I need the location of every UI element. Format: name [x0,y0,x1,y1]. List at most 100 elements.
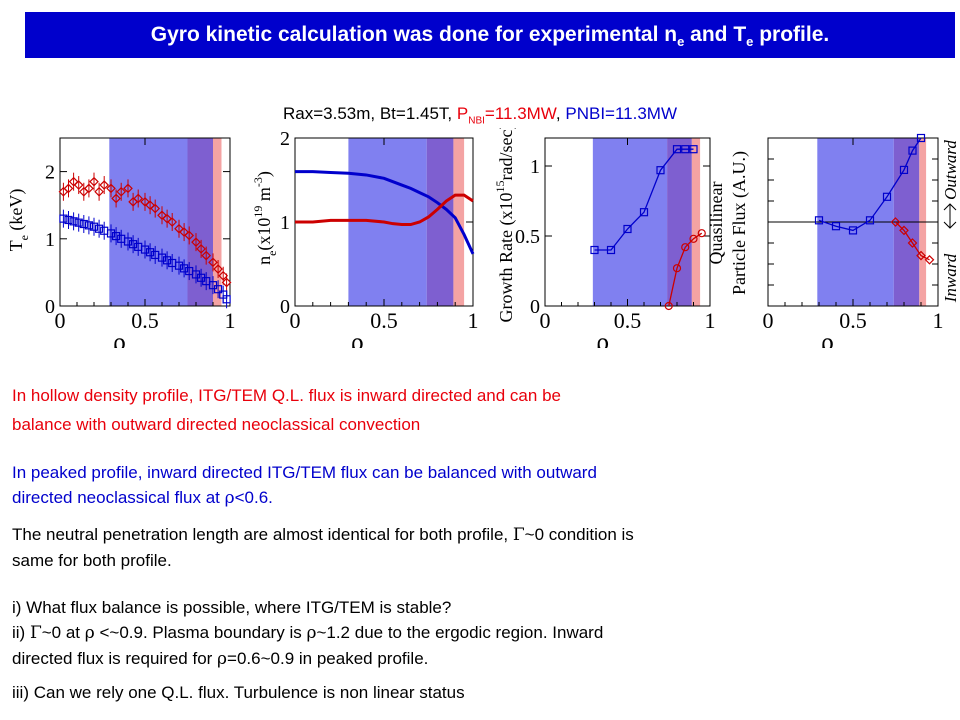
data-point [814,216,824,225]
data-point [79,219,88,229]
data-point [689,145,698,154]
paragraph-hollow: In hollow density profile, ITG/TEM Q.L. … [12,383,561,437]
data-point [606,245,616,255]
y-axis-label: Quasilinear [706,182,726,265]
data-point [63,183,74,194]
data-point [73,180,84,190]
y-axis-label: Growth Rate (x1015rad/sec) [493,128,517,322]
data-point [146,248,155,257]
title-banner: Gyro kinetic calculation was done for ex… [25,12,955,58]
title-part: Gyro kinetic calculation was done for ex… [150,23,678,46]
x-tick-label: 1 [933,308,944,333]
data-point [222,295,231,304]
x-axis-label: ρ [351,331,364,348]
data-point [899,225,909,236]
y-axis-label: ne(x1019 m-3) [251,171,279,265]
data-point [68,176,79,187]
y-tick-label: 2 [45,162,55,184]
x-tick-label: 0.5 [370,308,398,333]
title-part: and T [684,23,747,46]
data-point [174,261,184,270]
band-blue [109,138,188,306]
data-point [672,145,682,154]
data-point [111,193,121,204]
questions: i) What flux balance is possible, where … [12,595,603,705]
data-point [84,221,94,230]
double-arrow-icon [943,203,957,229]
y-tick-label: 0 [45,296,55,318]
x-tick-label: 0 [55,308,66,333]
data-point [590,245,599,255]
data-point [664,301,673,311]
band-purple [667,138,692,306]
data-point [201,250,212,261]
data-point [672,264,682,273]
data-point [123,183,133,194]
data-point [848,226,858,235]
parameters-line: Rax=3.53m, Bt=1.45T, PNBI=11.3MW, PNBI=1… [0,104,960,126]
y-tick-label: 0 [280,296,290,318]
data-point [89,176,99,187]
paragraph-line: In peaked profile, inward directed ITG/T… [12,463,597,482]
data-point [916,133,926,143]
paragraph-line: balance with outward directed neoclassic… [12,415,421,434]
data-point [129,240,138,249]
chart-4: 0 0.5 1 ρ [763,133,944,348]
data-point [145,200,155,211]
y-tick-label: 0.5 [515,226,540,248]
data-point [150,203,161,214]
data-point [157,253,167,262]
data-point [639,208,649,217]
data-point [162,213,172,224]
data-point [865,216,875,225]
outward-label: Outward [941,140,960,200]
data-point [218,270,229,281]
data-point [94,186,104,197]
chart-2: 0 0.5 1 ρ 0 1 2 [280,128,479,348]
data-point [99,180,110,190]
data-point [831,222,841,231]
x-tick-label: 1 [225,308,236,333]
inward-label: Inward [941,253,960,303]
data-point [89,222,99,231]
band-purple [426,138,454,306]
data-point [681,145,690,154]
data-point [163,256,172,265]
data-point [916,250,926,261]
data-point [74,218,83,227]
title-sub: e [746,34,754,50]
x-tick-label: 0 [290,308,301,333]
x-tick-label: 0 [540,308,551,333]
data-point [174,223,184,234]
chart-1: 0 0.5 1 ρ 0 1 2 [45,137,236,348]
data-point [69,217,78,226]
data-point [106,229,116,238]
data-point [208,257,218,268]
series-line [295,193,474,227]
data-point [191,237,201,248]
paragraph-line: same for both profile. [12,551,172,570]
series-line [295,170,475,255]
question-2-cont: directed flux is required for ρ=0.6~0.9 … [12,649,429,669]
data-point [167,217,178,227]
x-tick-label: 0.5 [839,308,867,333]
paragraph-neutral: The neutral penetration length are almos… [12,522,634,573]
data-point [157,210,167,221]
data-point [623,224,632,234]
data-point [697,229,706,238]
data-point [59,214,68,223]
data-point [214,285,223,294]
x-tick-label: 1 [705,308,716,333]
chart-3: 0 0.5 1 ρ 0 0.5 1 [515,137,716,348]
pnbi-blue: PNBI=11.3MW [565,104,678,123]
data-point [111,232,121,241]
paragraph-peaked: In peaked profile, inward directed ITG/T… [12,460,597,511]
data-point [94,224,104,233]
data-point [180,264,189,273]
data-point [116,186,127,197]
data-point [106,183,116,194]
question-3: iii) Can we rely one Q.L. flux. Turbulen… [12,683,465,702]
x-axis-label: ρ [596,331,609,348]
x-tick-label: 1 [468,308,479,333]
x-axis-label: ρ [821,331,834,348]
